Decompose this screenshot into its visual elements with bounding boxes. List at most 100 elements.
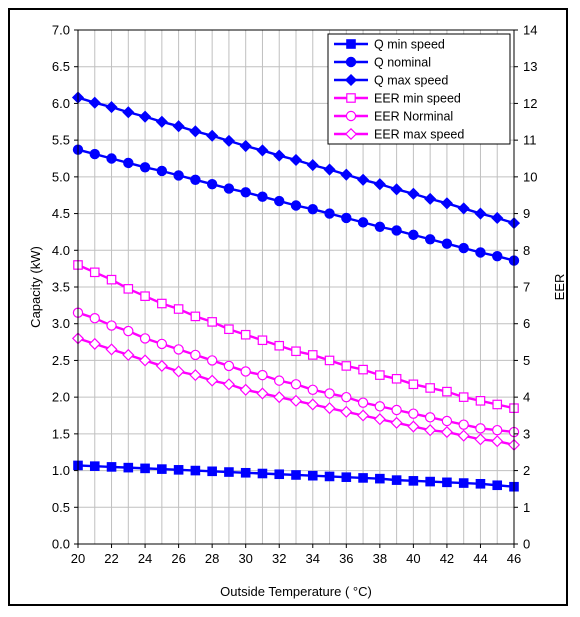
data-point (155, 115, 168, 128)
data-point (373, 178, 386, 191)
data-point (358, 473, 368, 483)
data-point (239, 383, 252, 396)
data-point (442, 477, 452, 488)
data-point (492, 399, 503, 410)
data-point (390, 416, 403, 429)
data-point (106, 274, 117, 285)
data-point (357, 409, 370, 422)
data-point (190, 465, 201, 476)
data-point (391, 404, 402, 416)
data-point (324, 208, 335, 219)
data-point (207, 317, 217, 327)
data-point (157, 298, 167, 309)
data-point (207, 466, 217, 477)
data-point (340, 405, 353, 418)
data-point (340, 168, 353, 181)
data-point (123, 462, 134, 473)
data-point (89, 313, 100, 324)
data-point (357, 173, 370, 186)
data-point (492, 424, 503, 436)
data-point (289, 153, 303, 167)
data-point (391, 475, 402, 485)
series-5 (71, 332, 521, 451)
data-point (106, 153, 117, 164)
data-point (157, 464, 167, 474)
data-point (475, 396, 486, 406)
data-point (239, 139, 252, 153)
data-point (257, 335, 268, 346)
legend-label: Q nominal (374, 56, 431, 70)
series-1 (72, 144, 520, 266)
data-point (458, 242, 469, 254)
data-point (291, 470, 301, 480)
data-point (324, 471, 335, 482)
y-right-tick-label: 9 (523, 206, 530, 221)
series-3 (73, 260, 519, 413)
data-point (240, 329, 251, 340)
y-left-tick-label: 6.5 (52, 59, 70, 74)
data-point (189, 369, 202, 382)
data-point (306, 398, 319, 411)
x-tick-label: 38 (373, 551, 387, 566)
x-tick-label: 44 (473, 551, 487, 566)
data-point (189, 125, 202, 138)
y-right-tick-label: 12 (523, 96, 537, 111)
data-point (289, 394, 303, 407)
x-tick-label: 42 (440, 551, 454, 566)
data-point (458, 478, 469, 488)
data-point (475, 423, 486, 434)
y-left-tick-label: 4.5 (52, 206, 70, 221)
data-point (173, 465, 184, 475)
data-point (206, 178, 218, 190)
data-point (240, 366, 251, 377)
y-right-tick-label: 6 (523, 316, 530, 331)
y-left-tick-label: 3.5 (52, 280, 70, 295)
data-point (206, 129, 219, 142)
x-tick-label: 30 (238, 551, 252, 566)
y-left-tick-label: 5.5 (52, 133, 70, 148)
legend-label: Q min speed (374, 38, 445, 52)
data-point (475, 478, 486, 489)
data-point (425, 383, 435, 393)
y-left-tick-label: 1.0 (52, 463, 70, 478)
data-point (206, 374, 219, 387)
data-point (274, 469, 285, 480)
data-point (273, 391, 286, 404)
legend-marker (346, 39, 356, 49)
data-point (324, 388, 335, 399)
x-tick-label: 28 (205, 551, 219, 566)
series-group (71, 91, 521, 492)
data-point (139, 354, 152, 367)
y-right-tick-label: 10 (523, 169, 537, 184)
data-point (88, 96, 101, 109)
x-tick-label: 22 (104, 551, 118, 566)
y-right-tick-label: 8 (523, 243, 530, 258)
data-point (341, 361, 352, 371)
data-point (223, 360, 235, 372)
data-point (323, 163, 336, 176)
data-point (274, 340, 285, 351)
data-point (89, 148, 100, 160)
legend-box (327, 33, 511, 145)
data-point (323, 402, 336, 415)
data-point (424, 234, 436, 245)
data-point (274, 195, 285, 207)
x-axis-title: Outside Temperature ( °C) (220, 584, 372, 599)
y-left-tick-label: 0.0 (52, 537, 70, 552)
data-point (240, 187, 251, 198)
data-point (341, 212, 352, 224)
data-point (407, 420, 420, 433)
data-point (492, 250, 503, 262)
y-right-tick-label: 2 (523, 463, 530, 478)
data-point (357, 397, 369, 408)
data-point (224, 467, 234, 477)
data-point (492, 480, 503, 491)
legend-marker (346, 93, 356, 103)
data-point (106, 462, 117, 472)
data-point (408, 229, 419, 241)
data-point (458, 419, 469, 430)
y-right-tick-label: 11 (523, 133, 537, 148)
data-point (307, 384, 318, 395)
y-left-tick-label: 2.0 (52, 390, 70, 405)
